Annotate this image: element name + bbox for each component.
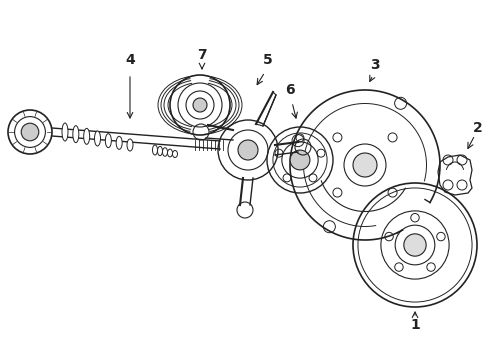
- Ellipse shape: [95, 131, 100, 146]
- Ellipse shape: [163, 148, 168, 156]
- Text: 3: 3: [370, 58, 380, 72]
- Ellipse shape: [62, 123, 68, 141]
- Ellipse shape: [127, 139, 133, 151]
- Ellipse shape: [168, 149, 172, 157]
- Ellipse shape: [84, 128, 90, 144]
- Circle shape: [238, 140, 258, 160]
- Text: 1: 1: [410, 318, 420, 332]
- Ellipse shape: [105, 134, 111, 148]
- Text: 4: 4: [125, 53, 135, 67]
- Ellipse shape: [152, 145, 157, 155]
- Polygon shape: [256, 92, 276, 126]
- Text: 2: 2: [473, 121, 483, 135]
- Text: 7: 7: [197, 48, 207, 62]
- Text: 6: 6: [285, 83, 295, 97]
- Circle shape: [404, 234, 426, 256]
- Ellipse shape: [157, 147, 163, 156]
- Ellipse shape: [116, 136, 122, 149]
- Circle shape: [193, 98, 207, 112]
- Circle shape: [353, 153, 377, 177]
- Ellipse shape: [172, 150, 177, 158]
- Circle shape: [290, 150, 310, 170]
- Circle shape: [21, 123, 39, 141]
- Ellipse shape: [73, 126, 79, 143]
- Text: 5: 5: [263, 53, 273, 67]
